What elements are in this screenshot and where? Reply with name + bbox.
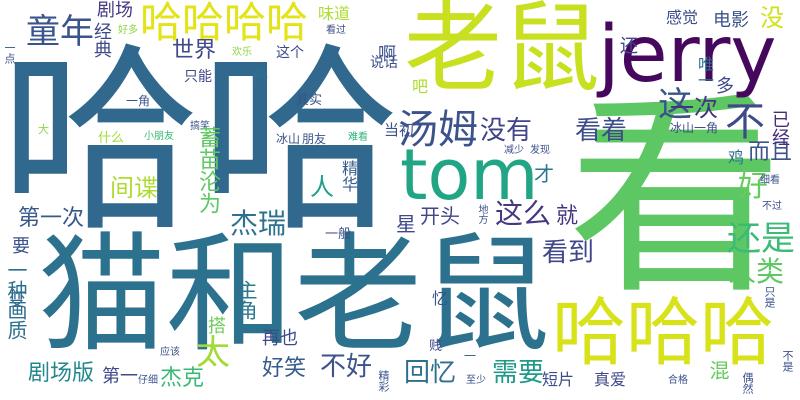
word-yao: 要 (12, 236, 30, 257)
word-diyici: 第一次 (18, 206, 85, 231)
word-ba: 吧 (409, 78, 428, 94)
word-zhishao: 至少 (466, 375, 486, 386)
word-shuohua: 说话 (370, 55, 398, 71)
word-difang: 地方 (476, 204, 487, 224)
word-tongnian: 童年 (26, 12, 94, 52)
word-kandao: 看到 (542, 238, 595, 268)
word-tom: tom (400, 134, 539, 216)
word-jian: 贱 (429, 339, 443, 354)
word-xumiaolunwei: 蓄苗沦为 (195, 126, 220, 214)
word-buguo: 不过 (762, 201, 782, 212)
word-hao: 好 (738, 169, 768, 204)
word-bushi: 不是 (781, 350, 794, 372)
word-zhishi: 只是 (763, 286, 776, 308)
word-mei: 没 (760, 4, 784, 32)
word-yi: 忆 (429, 290, 448, 306)
word-laoshu: 老鼠 (404, 0, 601, 106)
word-haishi: 还是 (727, 219, 795, 259)
word-da: 搭 (208, 316, 226, 337)
word-qishi: 其实 (296, 93, 323, 108)
word-duo: 多 (716, 76, 734, 97)
word-xuyao: 需要 (492, 358, 545, 388)
word-hahahaha: 哈哈哈哈 (140, 0, 309, 47)
word-zhe: 这 (658, 85, 692, 125)
word-ren: 人 (310, 173, 334, 201)
word-bu: 不 (725, 99, 765, 145)
word-yinggai: 应该 (160, 347, 180, 358)
word-jinghua: 精华 (339, 160, 358, 192)
word-zhege: 这个 (276, 45, 304, 61)
word-bingshanyijiao: 冰山一角 (670, 121, 719, 135)
word-zaiye: 再也 (262, 328, 298, 349)
word-shijie: 世界 (172, 38, 217, 63)
word-meiyou: 没有 (480, 116, 533, 146)
word-gaoxiao: 搞笑 (190, 121, 210, 132)
word-shenme: 什么 (98, 131, 125, 146)
word-yizhonghuazhi: 一种画质 (4, 260, 28, 340)
word-ganjue: 感觉 (666, 8, 699, 27)
word-kanzhe: 看着 (575, 116, 628, 146)
word-juchang: 剧场 (97, 0, 133, 21)
word-nankan: 难看 (348, 132, 368, 143)
word-cai: 才 (534, 162, 554, 186)
word-dangchu: 当初 (384, 121, 415, 139)
word-da-small: 大 (38, 123, 49, 136)
word-yi-small: 一 (464, 349, 477, 363)
word-duanpian: 短片 (542, 370, 575, 389)
word-renlei: 人类 (728, 255, 785, 288)
word-yici: 一次 (670, 94, 718, 122)
word-pengyou: 朋友 (302, 132, 327, 146)
word-hun: 混 (706, 360, 730, 380)
word-jiu: 就 (556, 204, 579, 229)
word-hahaha: 哈哈哈 (552, 290, 774, 376)
word-a: 啊 (375, 44, 396, 62)
word-jiandie: 间谍 (110, 174, 158, 202)
word-bian: 变 (8, 290, 26, 311)
word-zheme: 这么 (495, 197, 552, 230)
word-weidao: 味道 (318, 4, 351, 23)
word-huanle: 欢乐 (232, 47, 252, 58)
word-kanguo: 看过 (326, 25, 346, 36)
word-juchangban: 剧场版 (28, 361, 95, 386)
word-jingdian: 经典 (91, 22, 112, 58)
word-tai: 太 (196, 333, 230, 373)
word-jerry: jerry (598, 10, 777, 100)
word-kan: 看 (568, 72, 783, 323)
word-ji: 鸡 (728, 148, 745, 167)
word-haoduo: 好多 (118, 25, 138, 36)
word-jianshao: 减少 (504, 145, 524, 156)
word-maohelaoshu: 猫和老鼠 (38, 221, 551, 370)
word-xiaopengyou: 小朋友 (144, 131, 174, 142)
word-hai: 还 (617, 36, 638, 54)
word-tangmu: 汤姆 (398, 107, 478, 153)
word-yijiao: 一角 (126, 94, 151, 108)
word-dianying: 电影 (713, 10, 749, 31)
word-faxian: 发现 (530, 145, 550, 156)
word-yijing: 已经 (769, 110, 790, 146)
word-haoxiao: 好笑 (262, 356, 307, 381)
word-weiyi: 唯一 (695, 56, 714, 88)
word-jierui: 杰瑞 (230, 207, 287, 240)
word-zai: 再 (249, 66, 268, 82)
word-kaitou: 开头 (420, 204, 460, 228)
word-zhineng: 只能 (184, 69, 212, 85)
word-yidian: 一点 (3, 42, 16, 64)
word-xing: 星 (396, 212, 416, 236)
word-zhenai: 真爱 (594, 370, 627, 389)
word-erqie: 而且 (748, 140, 793, 165)
word-diyi: 第一 (102, 366, 138, 387)
word-yiban: 一般 (325, 227, 352, 242)
word-zhujiao: 主角 (234, 280, 258, 320)
word-ouran: 偶然 (741, 372, 754, 394)
word-heges: 合格 (668, 375, 688, 386)
word-xikan: 细看 (760, 175, 780, 186)
word-jingcai: 精彩 (377, 370, 390, 392)
word-huiyi: 回忆 (404, 358, 457, 388)
word-zixi: 仔细 (138, 375, 158, 386)
word-jieke: 杰克 (160, 366, 205, 391)
word-bingshan: 冰山 (276, 132, 301, 146)
word-buhao: 不好 (320, 352, 373, 382)
word-haha: 哈哈 (0, 26, 401, 259)
